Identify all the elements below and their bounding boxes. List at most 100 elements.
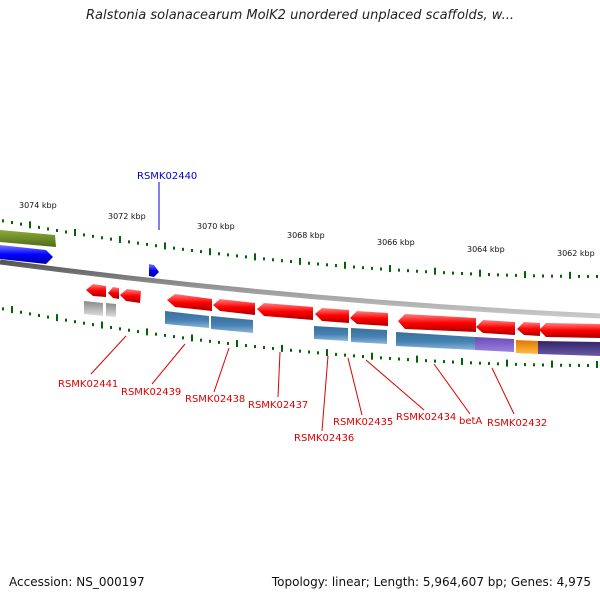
minus-gene-arrow[interactable] <box>108 287 119 299</box>
dark-purple-feature-bar[interactable] <box>538 341 600 356</box>
ruler-minor-tick <box>533 274 535 278</box>
ruler-minor-tick <box>281 259 283 263</box>
cds-bar[interactable] <box>314 326 348 341</box>
ruler-minor-tick <box>65 230 67 234</box>
ruler-minor-tick <box>452 360 454 364</box>
gene-label-rsmk02435[interactable]: RSMK02435 <box>333 417 393 428</box>
ruler-major-tick <box>191 334 193 342</box>
ruler-minor-tick <box>92 323 94 327</box>
ruler-minor-tick <box>308 261 310 265</box>
cds-bar[interactable] <box>165 311 209 328</box>
pseudo-cds-bar[interactable] <box>84 301 103 316</box>
label-connector <box>433 363 471 415</box>
ruler-minor-tick <box>128 240 130 244</box>
ruler-minor-tick <box>578 274 580 278</box>
ruler-minor-tick <box>398 268 400 272</box>
ruler-minor-tick <box>299 349 301 353</box>
olive-feature[interactable] <box>0 230 56 247</box>
label-connector <box>213 347 230 393</box>
ruler-major-tick <box>164 242 166 250</box>
gene-label-rsmk02434[interactable]: RSMK02434 <box>396 412 456 423</box>
ruler-minor-tick <box>317 262 319 266</box>
ruler-minor-tick <box>443 360 445 364</box>
minus-gene-arrow[interactable] <box>213 299 255 315</box>
ruler-major-tick <box>29 221 31 229</box>
minus-gene-arrow[interactable] <box>350 311 388 326</box>
ruler-minor-tick <box>272 258 274 262</box>
ruler-minor-tick <box>155 244 157 248</box>
minus-gene-arrow[interactable] <box>315 308 349 323</box>
ruler-major-tick <box>236 340 238 348</box>
minus-gene-arrow[interactable] <box>398 314 476 332</box>
pseudo-cds-bar[interactable] <box>106 303 116 317</box>
ruler-minor-tick <box>425 270 427 274</box>
ruler-minor-tick <box>83 321 85 325</box>
label-connector <box>365 359 425 411</box>
ruler-minor-tick <box>146 242 148 246</box>
minus-gene-arrow[interactable] <box>86 284 106 297</box>
ruler-minor-tick <box>488 362 490 366</box>
ruler-minor-tick <box>389 356 391 360</box>
ruler-minor-tick <box>425 359 427 363</box>
ruler-major-tick <box>389 265 391 273</box>
purple-feature-bar[interactable] <box>475 337 514 352</box>
gene-label-rsmk02440[interactable]: RSMK02440 <box>137 171 197 182</box>
gene-label-beta[interactable]: betA <box>459 416 482 427</box>
gene-label-rsmk02441[interactable]: RSMK02441 <box>58 379 118 390</box>
ruler-minor-tick <box>362 266 364 270</box>
label-connector <box>491 367 515 415</box>
label-connector <box>277 351 281 398</box>
ruler-minor-tick <box>74 320 76 324</box>
ruler-minor-tick <box>110 325 112 329</box>
gene-label-rsmk02436[interactable]: RSMK02436 <box>294 433 354 444</box>
ruler-minor-tick <box>398 357 400 361</box>
ruler-minor-tick <box>578 363 580 367</box>
gene-label-rsmk02432[interactable]: RSMK02432 <box>487 418 547 429</box>
ruler-minor-tick <box>47 227 49 231</box>
ruler-major-tick <box>506 359 508 367</box>
ruler-minor-tick <box>263 346 265 350</box>
orange-feature-bar[interactable] <box>516 340 538 354</box>
gene-label-rsmk02439[interactable]: RSMK02439 <box>121 387 181 398</box>
minus-gene-arrow[interactable] <box>517 322 540 336</box>
ruler-minor-tick <box>497 362 499 366</box>
cds-bar[interactable] <box>351 328 387 344</box>
cds-bar[interactable] <box>396 332 475 350</box>
ruler-minor-tick <box>515 273 517 277</box>
plus-gene-arrow-rsmk02440[interactable] <box>149 264 159 277</box>
ruler-minor-tick <box>479 361 481 365</box>
lower-ruler <box>2 306 598 368</box>
ruler-minor-tick <box>344 353 346 357</box>
ruler-minor-tick <box>317 351 319 355</box>
gene-label-rsmk02438[interactable]: RSMK02438 <box>185 394 245 405</box>
minus-gene-arrow[interactable] <box>257 303 313 320</box>
minus-gene-arrow[interactable] <box>476 320 515 335</box>
minus-gene-arrow[interactable] <box>167 294 212 311</box>
plus-gene-arrow[interactable] <box>0 245 53 264</box>
ruler-minor-tick <box>65 318 67 322</box>
ruler-major-tick <box>101 321 103 329</box>
ruler-minor-tick <box>407 269 409 273</box>
ruler-minor-tick <box>245 255 247 259</box>
ruler-minor-tick <box>173 246 175 250</box>
ruler-minor-tick <box>2 219 4 223</box>
ruler-minor-tick <box>128 328 130 332</box>
minus-gene-arrow[interactable] <box>539 323 600 338</box>
ruler-minor-tick <box>290 348 292 352</box>
ruler-minor-tick <box>209 339 211 343</box>
minus-gene-arrow[interactable] <box>120 289 141 303</box>
label-connector <box>151 343 186 385</box>
cds-bar[interactable] <box>211 316 253 333</box>
ruler-minor-tick <box>452 271 454 275</box>
ruler-minor-tick <box>434 359 436 363</box>
gene-label-rsmk02437[interactable]: RSMK02437 <box>248 400 308 411</box>
ruler-minor-tick <box>443 271 445 275</box>
ruler-major-tick <box>119 236 121 244</box>
ruler-label: 3066 kbp <box>377 238 415 247</box>
ruler-minor-tick <box>272 346 274 350</box>
ruler-major-tick <box>434 267 436 275</box>
ruler-minor-tick <box>362 355 364 359</box>
ruler-minor-tick <box>29 312 31 316</box>
ruler-minor-tick <box>20 310 22 314</box>
ruler-minor-tick <box>353 354 355 358</box>
